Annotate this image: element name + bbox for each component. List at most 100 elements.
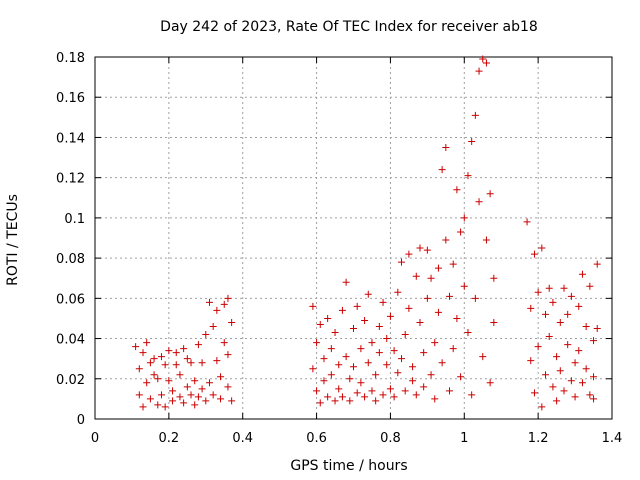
data-point [468, 391, 476, 399]
data-point [350, 363, 357, 371]
data-point [172, 349, 180, 357]
data-point [338, 306, 346, 314]
data-point [379, 391, 387, 399]
data-point [582, 322, 590, 330]
data-point [202, 397, 210, 405]
data-point [427, 274, 435, 282]
data-point [590, 337, 598, 345]
data-point [534, 288, 542, 296]
data-point [209, 322, 217, 330]
data-point [191, 401, 199, 409]
data-point [567, 377, 575, 385]
data-point [157, 353, 165, 361]
data-point [331, 397, 339, 405]
data-point [135, 365, 143, 373]
data-point [146, 395, 154, 403]
data-point [575, 302, 583, 310]
data-point [224, 383, 232, 391]
data-point [150, 355, 158, 363]
data-point [464, 329, 472, 337]
data-point [556, 318, 564, 326]
data-point [183, 355, 191, 363]
data-point [409, 363, 417, 371]
data-point [187, 391, 195, 399]
data-point [309, 302, 317, 310]
data-point [213, 306, 221, 314]
data-point [416, 244, 424, 252]
data-point [346, 397, 354, 405]
y-tick-label: 0.18 [56, 51, 85, 66]
data-point [593, 260, 601, 268]
data-point [316, 399, 324, 407]
data-point [375, 322, 383, 330]
axis-ticks: 0 0.2 0.4 0.6 0.8 1 1.2 1.4 0 0.02 0.04 0.06 0.08 0.1… [56, 51, 622, 446]
x-tick-label: 0.4 [232, 431, 253, 446]
data-point [405, 250, 413, 258]
data-point [183, 383, 191, 391]
data-point [224, 351, 232, 359]
data-point [538, 403, 546, 411]
data-point [217, 373, 225, 381]
data-point [490, 318, 498, 326]
data-point [442, 236, 450, 244]
data-point [154, 375, 162, 383]
data-point [364, 290, 372, 298]
data-point [442, 144, 450, 151]
data-point [394, 369, 402, 377]
data-points [132, 55, 601, 411]
data-point [431, 395, 439, 403]
data-point [316, 320, 324, 328]
data-point [553, 353, 561, 361]
data-point [527, 357, 535, 365]
data-point [198, 359, 206, 367]
y-tick-label: 0.1 [64, 212, 85, 227]
data-point [150, 371, 158, 379]
data-point [423, 294, 431, 302]
data-point [331, 329, 339, 337]
data-point [353, 389, 361, 397]
data-point [228, 397, 236, 405]
x-tick-label: 0.6 [306, 431, 327, 446]
data-point [383, 335, 391, 343]
data-point [412, 391, 420, 399]
data-point [390, 393, 398, 401]
data-point [386, 312, 394, 320]
data-point [220, 339, 228, 347]
data-point [545, 284, 553, 292]
data-point [401, 331, 409, 339]
data-point [564, 310, 572, 318]
data-point [198, 385, 206, 393]
data-point [372, 397, 380, 405]
data-point [342, 353, 350, 361]
data-point [438, 359, 446, 367]
data-point [460, 282, 468, 290]
data-point [143, 339, 151, 347]
data-point [453, 314, 461, 322]
data-point [446, 292, 454, 300]
data-point [479, 55, 487, 63]
y-tick-label: 0.02 [56, 373, 85, 388]
data-point [464, 172, 472, 180]
data-point [556, 367, 564, 375]
data-point [342, 278, 350, 286]
data-point [180, 399, 188, 407]
data-point [423, 246, 431, 254]
data-point [313, 339, 321, 347]
data-point [545, 333, 553, 341]
y-tick-label: 0.08 [56, 252, 85, 267]
data-point [578, 379, 586, 387]
data-point [482, 236, 490, 244]
data-point [523, 218, 531, 226]
data-point [375, 349, 383, 357]
data-point [146, 359, 154, 367]
y-tick-label: 0.12 [56, 172, 85, 187]
data-point [161, 361, 169, 369]
data-point [361, 316, 369, 324]
x-tick-label: 1.4 [602, 431, 623, 446]
x-tick-label: 1.2 [528, 431, 549, 446]
data-point [586, 282, 594, 290]
data-point [361, 393, 369, 401]
data-point [586, 391, 594, 399]
data-point [593, 325, 601, 332]
data-point [468, 137, 476, 145]
